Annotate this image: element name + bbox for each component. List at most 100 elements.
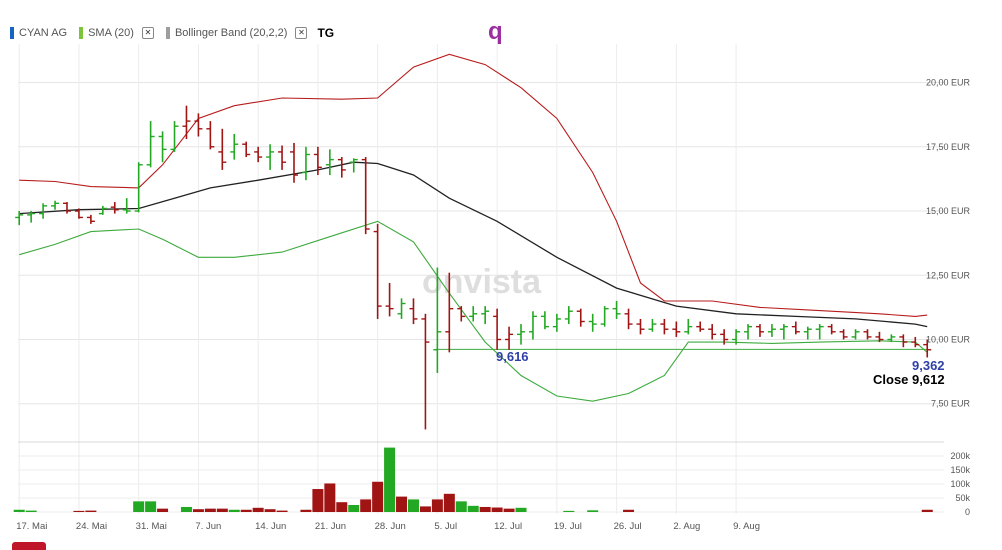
ohlc-bar xyxy=(122,198,131,214)
date-tick-label: 17. Mai xyxy=(16,521,47,532)
ohlc-bar xyxy=(923,339,932,358)
ohlc-bar xyxy=(290,142,298,183)
ohlc-bar xyxy=(540,311,549,330)
volume-bar xyxy=(515,507,527,512)
volume-bars xyxy=(13,447,933,512)
lower-bollinger-band xyxy=(19,220,928,402)
close-icon[interactable]: ✕ xyxy=(295,27,308,39)
ohlc-bar xyxy=(86,214,95,224)
ohlc-bar xyxy=(755,324,764,337)
ohlc-bar xyxy=(445,272,454,353)
price-tick-label: 20,00 EUR xyxy=(926,78,971,88)
ohlc-bar xyxy=(552,313,561,332)
ohlc-bar xyxy=(517,324,526,345)
ohlc-bar xyxy=(409,298,418,325)
ohlc-bar xyxy=(62,202,71,214)
ohlc-bar xyxy=(600,306,609,327)
ohlc-bar xyxy=(505,326,514,350)
ohlc-bar xyxy=(146,121,155,168)
ohlc-bar xyxy=(588,313,597,332)
date-tick-label: 14. Jun xyxy=(255,521,286,532)
ohlc-bar xyxy=(301,146,310,181)
volume-bar xyxy=(443,493,455,512)
ohlc-bar xyxy=(182,105,191,140)
date-tick-label: 31. Mai xyxy=(136,521,167,532)
close-label: Close 9,612 xyxy=(873,372,945,387)
volume-bar xyxy=(384,447,396,512)
upper-bollinger-band xyxy=(19,53,928,317)
price-tick-label: 12,50 EUR xyxy=(926,270,971,280)
ohlc-bar xyxy=(528,311,537,340)
volume-bar xyxy=(25,510,37,512)
ohlc-bar xyxy=(672,321,681,337)
volume-bar xyxy=(264,509,276,512)
ohlc-bar xyxy=(15,211,24,226)
volume-bar xyxy=(348,505,360,512)
volume-bar xyxy=(180,506,192,512)
ohlc-bar xyxy=(421,313,430,430)
legend-item-bollinger[interactable]: Bollinger Band (20,2,2) ✕ xyxy=(165,27,308,39)
date-tick-label: 26. Jul xyxy=(614,521,642,532)
date-axis: 17. Mai 24. Mai 31. Mai 7. Jun 14. Jun 21. Ju… xyxy=(16,521,760,532)
ohlc-bar xyxy=(218,128,227,170)
ohlc-bar xyxy=(170,121,179,152)
date-tick-label: 9. Aug xyxy=(733,521,760,532)
volume-bar xyxy=(276,510,288,512)
ohlc-bar xyxy=(266,144,275,170)
sma-label: SMA (20) xyxy=(88,27,134,39)
ohlc-bar xyxy=(194,113,203,137)
volume-tick-label: 200k xyxy=(950,451,970,461)
ohlc-bar xyxy=(648,318,657,332)
close-icon[interactable]: ✕ xyxy=(141,27,154,39)
volume-bar xyxy=(419,506,431,512)
ohlc-bar xyxy=(27,211,36,223)
volume-tick-label: 100k xyxy=(950,479,970,489)
legend-item-sma[interactable]: SMA (20) ✕ xyxy=(79,27,154,39)
price-tick-label: 17,50 EUR xyxy=(926,142,971,152)
bollinger-label: Bollinger Band (20,2,2) xyxy=(174,27,288,39)
sma-line xyxy=(19,161,928,328)
period-selector[interactable]: TG xyxy=(317,26,335,40)
date-tick-label: 24. Mai xyxy=(76,521,107,532)
ohlc-bar xyxy=(624,308,633,330)
date-tick-label: 12. Jul xyxy=(494,521,522,532)
volume-bar xyxy=(204,508,216,512)
ohlc-bar xyxy=(875,331,884,343)
volume-bar xyxy=(407,499,419,512)
ohlc-bar xyxy=(206,121,215,150)
ohlc-bar xyxy=(720,329,729,345)
ohlc-bar xyxy=(863,329,872,340)
price-tick-label: 10,00 EUR xyxy=(926,334,971,344)
ohlc-bar xyxy=(851,329,860,340)
price-tick-label: 15,00 EUR xyxy=(926,206,971,216)
ohlc-bar xyxy=(325,149,334,176)
volume-bar xyxy=(455,501,467,512)
date-tick-label: 7. Jun xyxy=(195,521,221,532)
volume-tick-label: 150k xyxy=(950,465,970,475)
legend-item-instrument[interactable]: CYAN AG xyxy=(10,27,67,39)
volume-bar xyxy=(921,509,933,512)
volume-bar xyxy=(372,481,384,512)
ohlc-bar xyxy=(110,202,119,214)
ohlc-bar xyxy=(732,329,741,345)
ohlc-bar xyxy=(158,131,167,163)
ohlc-bar xyxy=(708,324,717,340)
price-axis: 20,00 EUR 17,50 EUR 15,00 EUR 12,50 EUR 10,0… xyxy=(926,78,971,409)
volume-bar xyxy=(479,506,491,512)
bottom-tab-button[interactable] xyxy=(12,542,46,550)
volume-bar xyxy=(85,510,97,512)
volume-bar xyxy=(312,489,324,512)
volume-bar xyxy=(360,499,372,512)
ohlc-bar xyxy=(361,157,370,235)
volume-bar xyxy=(431,499,443,512)
ohlc-bar xyxy=(803,326,812,340)
chart-legend: CYAN AG SMA (20) ✕ Bollinger Band (20,2,… xyxy=(10,24,334,42)
volume-bar xyxy=(491,507,503,512)
ohlc-bar xyxy=(612,300,621,319)
volume-bar xyxy=(145,501,157,512)
date-tick-label: 21. Jun xyxy=(315,521,346,532)
volume-bar xyxy=(228,509,240,512)
ohlc-bar xyxy=(39,203,48,219)
volume-bar xyxy=(336,502,348,512)
